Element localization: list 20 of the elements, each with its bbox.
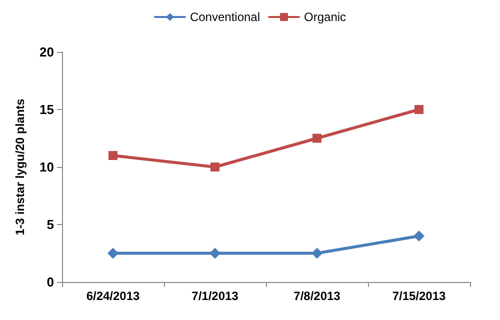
point: [108, 151, 118, 160]
x-tick-label: 7/8/2013: [294, 289, 341, 303]
y-axis-title: 1-3 instar lygu/20 plants: [13, 98, 27, 236]
point: [210, 162, 220, 172]
y-tick-label: 10: [40, 160, 54, 174]
point: [312, 134, 322, 143]
legend-label: Organic: [304, 10, 346, 24]
point: [414, 230, 424, 242]
x-tick-label: 6/24/2013: [86, 289, 140, 303]
legend-label: Conventional: [190, 10, 260, 24]
point: [108, 248, 118, 259]
y-tick-label: 20: [40, 44, 54, 60]
x-tick-label: 7/1/2013: [192, 289, 239, 303]
y-tick-label: 15: [40, 102, 54, 117]
point: [210, 248, 220, 259]
point: [312, 248, 322, 259]
point: [414, 105, 424, 114]
y-tick-label: 5: [46, 217, 54, 232]
x-tick-label: 7/15/2013: [392, 289, 446, 303]
y-tick-label: 0: [46, 274, 54, 290]
